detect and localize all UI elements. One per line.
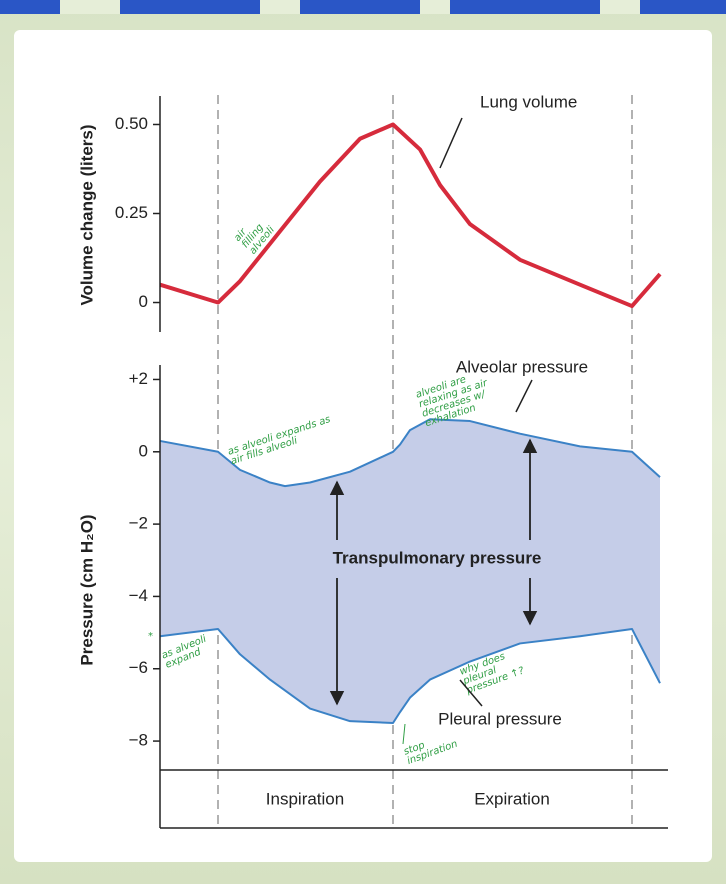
y-tick-label: −2 [129, 514, 148, 533]
top-gap [260, 0, 300, 14]
series-line [159, 627, 661, 724]
y-axis-title: Volume change (liters) [77, 124, 96, 305]
top-strip [0, 0, 726, 14]
panel [14, 30, 712, 862]
top-gap [60, 0, 120, 14]
y-tick-label: −8 [129, 731, 148, 750]
phase-label: Inspiration [266, 789, 344, 808]
y-tick-label: −6 [129, 658, 148, 677]
note-arrow [402, 723, 406, 745]
y-axis-title: Pressure (cm H₂O) [77, 514, 96, 665]
top-gap [600, 0, 640, 14]
band-fill [160, 419, 660, 723]
series-label: Pleural pressure [438, 709, 562, 728]
handwritten-note: * [148, 631, 153, 642]
y-tick-label: −4 [129, 586, 148, 605]
series-label: Alveolar pressure [456, 357, 588, 376]
leader-line [439, 117, 463, 169]
series-line [159, 418, 661, 488]
y-tick-label: 0.50 [115, 114, 148, 133]
y-tick-label: 0 [139, 292, 148, 311]
series-line [159, 122, 662, 309]
leader-line [459, 679, 483, 707]
y-tick-label: 0 [139, 441, 148, 460]
leader-line [515, 379, 533, 413]
y-tick-label: 0.25 [115, 203, 148, 222]
y-tick-label: +2 [129, 369, 148, 388]
phase-label: Expiration [474, 789, 550, 808]
band-label: Transpulmonary pressure [333, 548, 542, 567]
top-gap [420, 0, 450, 14]
series-label: Lung volume [480, 92, 577, 111]
